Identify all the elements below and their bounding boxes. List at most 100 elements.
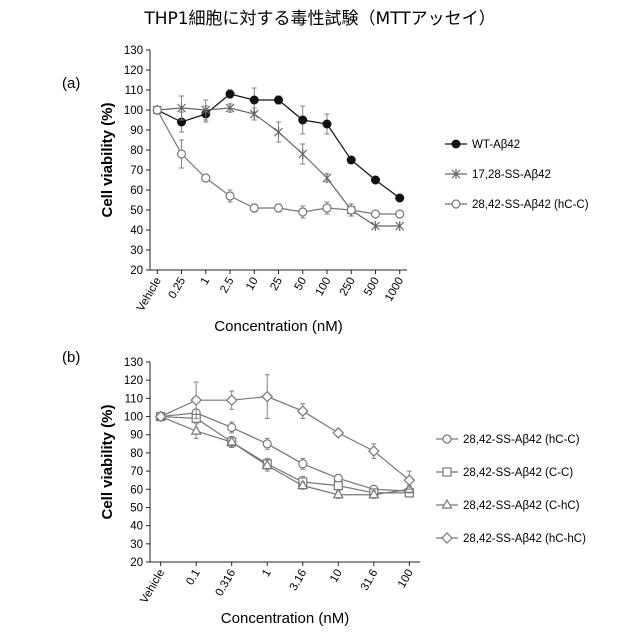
panel-b-data-point: [228, 423, 236, 431]
panel-b-x-tick-label: 0.1: [184, 568, 202, 588]
panel-a-data-point: [202, 174, 210, 182]
panel-a-y-tick-label: 20: [130, 265, 143, 277]
panel-b-data-point: [299, 460, 307, 468]
panel-a-data-point: [250, 204, 258, 212]
panel-b-legend-entry: 28,42-SS-Aβ42 (C-C): [436, 467, 573, 479]
panel-a-data-point: [299, 116, 307, 124]
panel-a-x-tick-label: 50: [293, 276, 310, 293]
panel-b-y-tick-label: 90: [130, 430, 143, 442]
panel-a-legend-marker: [452, 200, 460, 208]
panel-a-data-point: [153, 106, 161, 114]
panel-a-data-point: [396, 210, 404, 218]
panel-b-y-tick-label: 20: [130, 557, 143, 569]
panel-b-x-tick-label: 0.316: [214, 568, 239, 599]
panel-a-legend-label: 17,28-SS-Aβ42: [472, 169, 551, 181]
panel-b-y-axis-label: Cell viability (%): [99, 404, 116, 519]
panel-a-data-point: [178, 150, 186, 158]
panel-a-data-point: [323, 120, 331, 128]
panel-b-data-point: [298, 406, 308, 416]
panel-b-legend-marker: [443, 435, 451, 443]
panel-a-x-tick-label: 0.25: [167, 276, 189, 301]
panel-b-y-tick-label: 40: [130, 521, 143, 533]
panel-b-legend-marker: [443, 500, 452, 508]
panel-b-y-tick-label: 60: [130, 484, 143, 496]
panel-a-data-point: [299, 208, 307, 216]
panel-b-data-point: [334, 482, 342, 490]
panel-a-legend-entry: 28,42-SS-Aβ42 (hC-C): [445, 199, 589, 211]
panel-b-chart: (b)2030405060708090100110120130Vehicle0.…: [62, 349, 586, 627]
panel-b-legend-entry: 28,42-SS-Aβ42 (C-hC): [436, 500, 580, 512]
panel-b-x-tick-label: 3.16: [288, 568, 310, 593]
panel-b-legend-label: 28,42-SS-Aβ42 (hC-C): [463, 434, 580, 446]
panel-a-y-tick-label: 70: [130, 165, 143, 177]
panel-b-y-tick-label: 130: [124, 357, 143, 369]
panel-b-x-tick-label: Vehicle: [138, 568, 167, 606]
panel-a-y-tick-label: 30: [130, 245, 143, 257]
panel-b-y-tick-label: 30: [130, 539, 143, 551]
panel-a-x-axis-label: Concentration (nM): [214, 318, 342, 335]
panel-b-legend-entry: 28,42-SS-Aβ42 (hC-hC): [436, 533, 586, 545]
panel-b-x-axis-label: Concentration (nM): [221, 610, 349, 627]
panel-a-data-point: [347, 156, 355, 164]
panel-a-x-tick-label: 250: [338, 276, 358, 299]
panel-a-legend-label: 28,42-SS-Aβ42 (hC-C): [472, 199, 589, 211]
figure-title: THP1細胞に対する毒性試験（MTTアッセイ）: [143, 9, 495, 29]
panel-b-legend-label: 28,42-SS-Aβ42 (hC-hC): [463, 533, 586, 545]
panel-a-x-tick-label: 1: [199, 276, 213, 288]
panel-b-y-tick-label: 50: [130, 502, 143, 514]
panel-b-y-tick-label: 80: [130, 448, 143, 460]
panel-a-y-tick-label: 80: [130, 145, 143, 157]
panel-a-x-tick-label: 500: [362, 276, 382, 299]
panel-b-label: (b): [62, 349, 80, 366]
panel-a-y-tick-label: 120: [124, 65, 143, 77]
panel-b-x-tick-label: 1: [260, 568, 274, 580]
panel-a-data-point: [275, 204, 283, 212]
panel-b-data-point: [262, 392, 272, 402]
panel-a-data-point: [323, 204, 331, 212]
panel-a-x-tick-label: 1000: [383, 276, 406, 304]
panel-a-data-point: [299, 149, 307, 159]
panel-b-data-point: [333, 428, 343, 438]
panel-a-data-point: [250, 109, 258, 119]
panel-a-data-point: [396, 194, 404, 202]
panel-a-data-point: [275, 96, 283, 104]
panel-b-y-tick-label: 120: [124, 375, 143, 387]
panel-a-x-tick-label: Vehicle: [135, 276, 164, 314]
panel-b-x-tick-label: 10: [328, 568, 345, 585]
panel-a-label: (a): [62, 75, 80, 92]
panel-a-y-tick-label: 50: [130, 205, 143, 217]
panel-b-y-tick-label: 70: [130, 466, 143, 478]
panel-a-data-point: [250, 96, 258, 104]
panel-a-y-tick-label: 130: [124, 45, 143, 57]
panel-a-data-point: [275, 127, 283, 137]
panel-b-legend-label: 28,42-SS-Aβ42 (C-C): [463, 467, 573, 479]
panel-a-data-point: [371, 210, 379, 218]
panel-b-data-point: [263, 440, 271, 448]
panel-b-legend-entry: 28,42-SS-Aβ42 (hC-C): [436, 434, 580, 446]
panel-a-data-point: [226, 90, 234, 98]
panel-a-data-point: [371, 176, 379, 184]
panel-a-y-axis-label: Cell viability (%): [99, 102, 116, 217]
panel-b-y-tick-label: 110: [125, 393, 143, 405]
panel-a-legend-marker: [452, 140, 460, 148]
panel-a-x-tick-label: 10: [244, 276, 261, 293]
panel-a-data-point: [226, 192, 234, 200]
panel-a-x-tick-label: 25: [268, 276, 285, 293]
panel-a-y-tick-label: 100: [124, 105, 143, 117]
panel-a-series-1: [153, 88, 403, 202]
panel-b-data-point: [227, 395, 237, 405]
panel-b-data-point: [191, 395, 201, 405]
panel-a-legend-label: WT-Aβ42: [472, 139, 520, 151]
panel-a-data-point: [323, 173, 331, 183]
panel-a-chart: (a)2030405060708090100110120130Vehicle0.…: [62, 45, 589, 335]
panel-a-y-tick-label: 90: [130, 125, 143, 137]
panel-b-legend-marker: [443, 468, 451, 476]
panel-b-x-tick-label: 100: [396, 568, 416, 591]
panel-b-y-tick-label: 100: [124, 412, 143, 424]
panel-a-x-tick-label: 100: [314, 276, 334, 299]
panel-b-x-tick-label: 31.6: [359, 568, 381, 593]
panel-a-x-tick-label: 2.5: [218, 276, 236, 296]
panel-b-legend-label: 28,42-SS-Aβ42 (C-hC): [463, 500, 580, 512]
figure: THP1細胞に対する毒性試験（MTTアッセイ） (a) 20 30 40 50 60 70 8…: [0, 0, 640, 640]
panel-a-legend-entry: 17,28-SS-Aβ42: [445, 169, 551, 181]
